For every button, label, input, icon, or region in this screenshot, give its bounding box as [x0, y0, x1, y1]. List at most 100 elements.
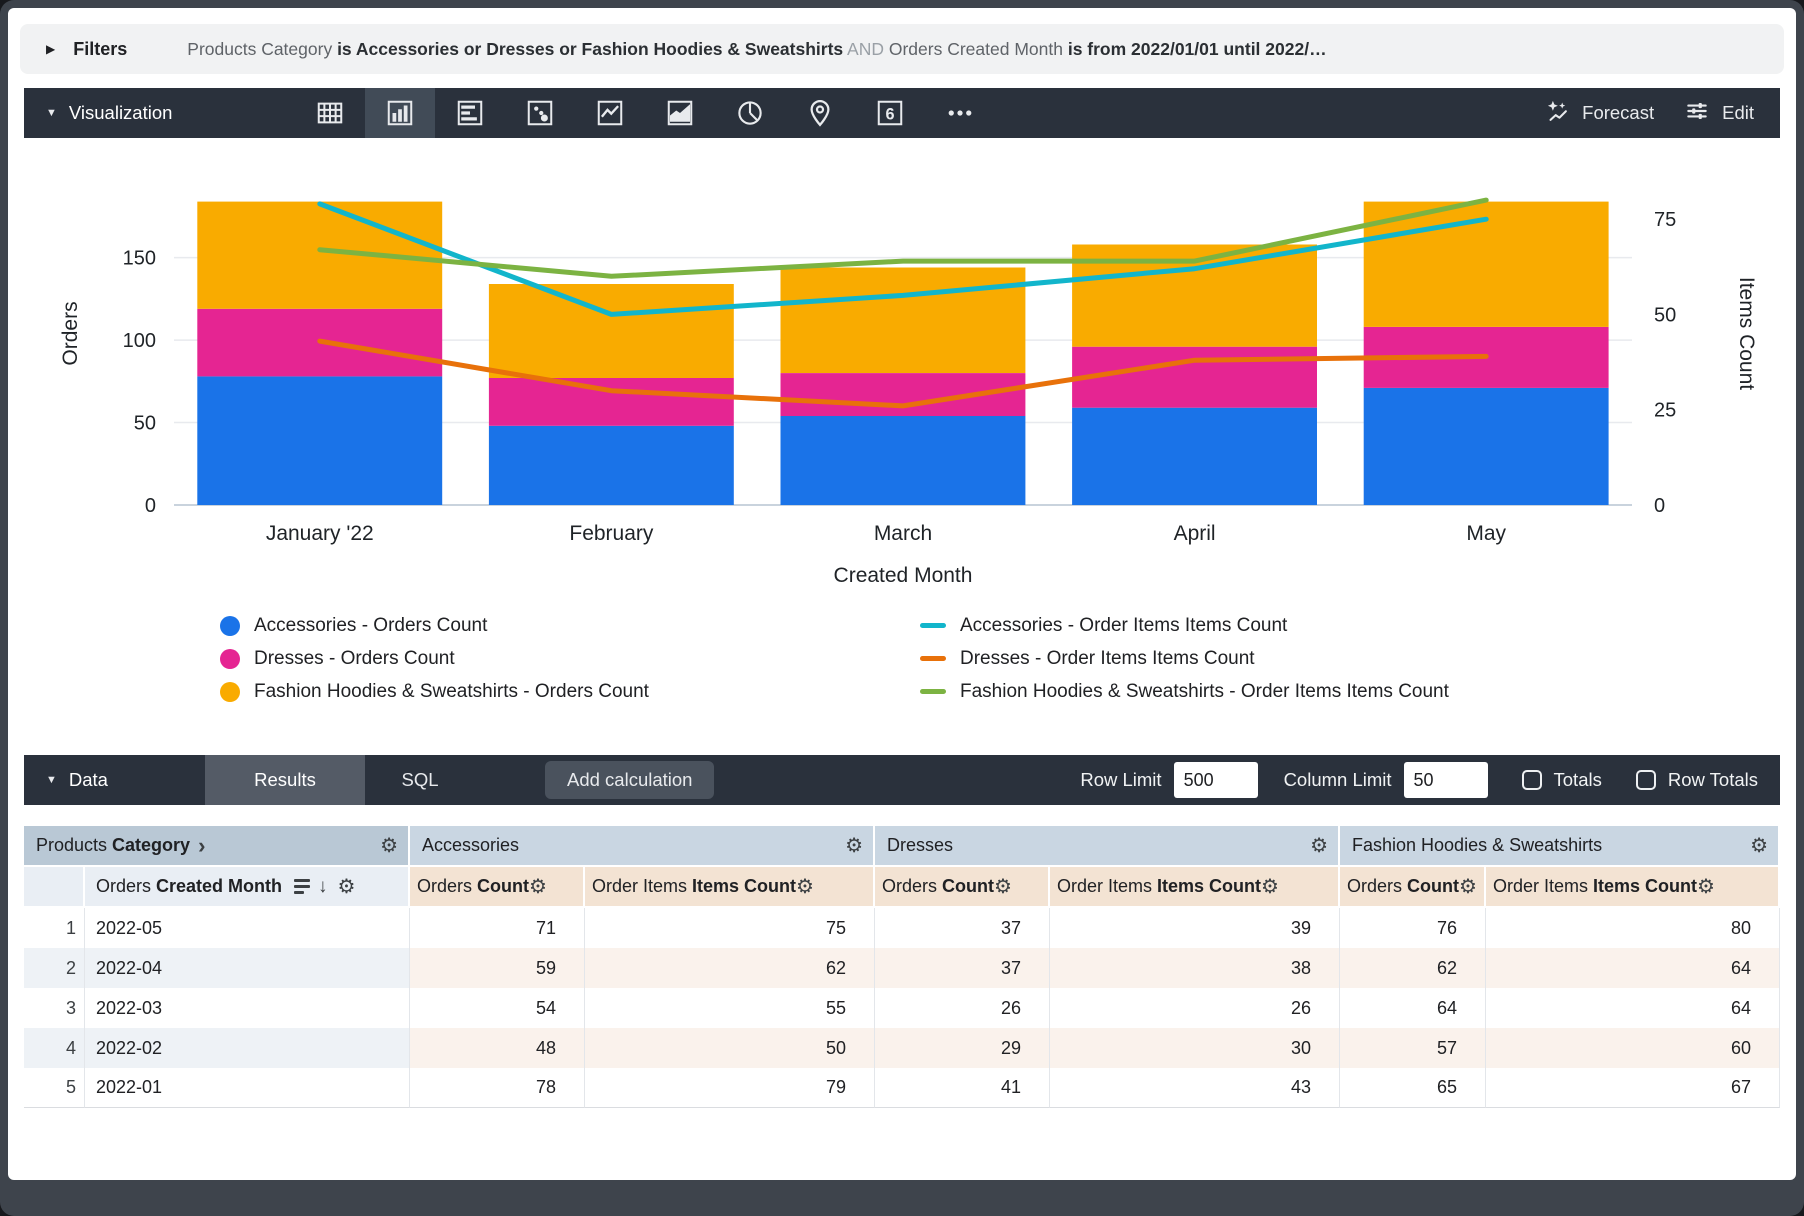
column-limit-label: Column Limit	[1283, 769, 1392, 790]
table-cell-value[interactable]: 80	[1486, 908, 1780, 948]
table-cell-value[interactable]: 37	[875, 948, 1050, 988]
table-cell-value[interactable]: 64	[1340, 988, 1486, 1028]
legend-item[interactable]: Accessories - Order Items Items Count	[920, 615, 1449, 636]
table-cell-value[interactable]: 57	[1340, 1028, 1486, 1068]
group-header-fashion-hoodies-sweatshirts[interactable]: Fashion Hoodies & Sweatshirts ⚙	[1340, 826, 1780, 867]
measure-column-header[interactable]: Order Items Items Count ⚙	[1486, 867, 1780, 908]
sort-desc-arrow-icon[interactable]: ↓	[318, 875, 328, 897]
stacked-bar-line-chart[interactable]: 0 50 100 150 0 25 50 75 January '22 February March…	[24, 138, 1780, 600]
visualization-header[interactable]: ▼ Visualization	[24, 102, 295, 124]
forecast-button[interactable]: Forecast	[1544, 98, 1654, 129]
gear-icon[interactable]: ⚙	[529, 875, 547, 898]
gear-icon[interactable]: ⚙	[380, 834, 398, 857]
measure-column-header[interactable]: Order Items Items Count ⚙	[585, 867, 875, 908]
table-cell-value[interactable]: 50	[585, 1028, 875, 1068]
viz-type-single-value-icon[interactable]: 6	[855, 88, 925, 138]
group-header-dresses[interactable]: Dresses ⚙	[875, 826, 1340, 867]
gear-icon[interactable]: ⚙	[1697, 875, 1715, 898]
viz-type-line-icon[interactable]	[575, 88, 645, 138]
gear-icon[interactable]: ⚙	[1261, 875, 1279, 898]
collapse-caret-icon[interactable]: ▼	[46, 774, 57, 786]
table-cell-value[interactable]: 65	[1340, 1068, 1486, 1108]
legend-item[interactable]: Fashion Hoodies & Sweatshirts - Order It…	[920, 681, 1449, 702]
table-cell-value[interactable]: 48	[410, 1028, 585, 1068]
row-number-cell[interactable]: 3	[24, 988, 85, 1028]
legend-item[interactable]: Fashion Hoodies & Sweatshirts - Orders C…	[220, 681, 920, 702]
viz-type-map-icon[interactable]	[785, 88, 855, 138]
table-cell-value[interactable]: 64	[1486, 988, 1780, 1028]
table-cell-month[interactable]: 2022-03	[85, 988, 410, 1028]
table-cell-value[interactable]: 30	[1050, 1028, 1340, 1068]
row-number-cell[interactable]: 2	[24, 948, 85, 988]
table-cell-value[interactable]: 60	[1486, 1028, 1780, 1068]
table-cell-month[interactable]: 2022-02	[85, 1028, 410, 1068]
table-cell-value[interactable]: 76	[1340, 908, 1486, 948]
viz-type-pie-icon[interactable]	[715, 88, 785, 138]
table-cell-value[interactable]: 55	[585, 988, 875, 1028]
data-header[interactable]: ▼ Data	[24, 769, 205, 791]
row-number-cell[interactable]: 4	[24, 1028, 85, 1068]
table-cell-value[interactable]: 41	[875, 1068, 1050, 1108]
table-cell-month[interactable]: 2022-04	[85, 948, 410, 988]
table-cell-value[interactable]: 67	[1486, 1068, 1780, 1108]
legend-item[interactable]: Dresses - Orders Count	[220, 648, 920, 669]
totals-checkbox[interactable]	[1521, 770, 1542, 790]
measure-column-header[interactable]: Order Items Items Count ⚙	[1050, 867, 1340, 908]
legend-circle-swatch-icon	[220, 681, 240, 702]
row-limit-input[interactable]	[1173, 762, 1258, 798]
gear-icon[interactable]: ⚙	[845, 834, 863, 857]
gear-icon[interactable]: ⚙	[337, 875, 356, 898]
viz-type-more-icon[interactable]	[925, 88, 995, 138]
legend-item[interactable]: Accessories - Orders Count	[220, 615, 920, 636]
table-cell-value[interactable]: 54	[410, 988, 585, 1028]
viz-type-column-icon[interactable]	[365, 88, 435, 138]
chevron-right-icon[interactable]: ›	[198, 832, 206, 858]
table-cell-month[interactable]: 2022-01	[85, 1068, 410, 1108]
filters-expand-icon[interactable]: ▶	[46, 42, 56, 56]
gear-icon[interactable]: ⚙	[796, 875, 814, 898]
column-header-products-category[interactable]: Products Category › ⚙	[24, 826, 410, 867]
table-cell-value[interactable]: 79	[585, 1068, 875, 1108]
visualization-title: Visualization	[68, 102, 173, 123]
table-cell-value[interactable]: 39	[1050, 908, 1340, 948]
edit-button[interactable]: Edit	[1684, 98, 1754, 129]
table-cell-value[interactable]: 62	[585, 948, 875, 988]
gear-icon[interactable]: ⚙	[1459, 875, 1477, 898]
column-header-orders-created-month[interactable]: Orders Created Month ↓ ⚙	[85, 867, 410, 908]
table-cell-value[interactable]: 59	[410, 948, 585, 988]
row-number-cell[interactable]: 1	[24, 908, 85, 948]
gear-icon[interactable]: ⚙	[994, 875, 1012, 898]
viz-type-table-icon[interactable]	[295, 88, 365, 138]
table-cell-value[interactable]: 37	[875, 908, 1050, 948]
table-cell-value[interactable]: 75	[585, 908, 875, 948]
collapse-caret-icon[interactable]: ▼	[46, 107, 57, 119]
table-cell-value[interactable]: 26	[1050, 988, 1340, 1028]
gear-icon[interactable]: ⚙	[1750, 834, 1768, 857]
table-cell-value[interactable]: 62	[1340, 948, 1486, 988]
row-number-cell[interactable]: 5	[24, 1068, 85, 1108]
viz-type-bar-icon[interactable]	[435, 88, 505, 138]
column-limit-input[interactable]	[1403, 762, 1488, 798]
add-calculation-button[interactable]: Add calculation	[545, 761, 715, 799]
table-cell-value[interactable]: 78	[410, 1068, 585, 1108]
viz-type-area-icon[interactable]	[645, 88, 715, 138]
tab-results[interactable]: Results	[205, 755, 365, 805]
table-cell-value[interactable]: 38	[1050, 948, 1340, 988]
row-totals-checkbox[interactable]	[1635, 770, 1656, 790]
table-cell-month[interactable]: 2022-05	[85, 908, 410, 948]
filters-bar[interactable]: ▶ Filters Products Category is Accessori…	[20, 24, 1784, 74]
measure-column-header[interactable]: Orders Count ⚙	[1340, 867, 1486, 908]
viz-type-scatter-icon[interactable]	[505, 88, 575, 138]
gear-icon[interactable]: ⚙	[1310, 834, 1328, 857]
group-header-accessories[interactable]: Accessories ⚙	[410, 826, 875, 867]
tab-sql[interactable]: SQL	[401, 769, 439, 790]
table-cell-value[interactable]: 29	[875, 1028, 1050, 1068]
measure-column-header[interactable]: Orders Count ⚙	[875, 867, 1050, 908]
sort-list-icon[interactable]	[294, 879, 311, 894]
table-cell-value[interactable]: 71	[410, 908, 585, 948]
legend-item[interactable]: Dresses - Order Items Items Count	[920, 648, 1449, 669]
table-cell-value[interactable]: 26	[875, 988, 1050, 1028]
measure-column-header[interactable]: Orders Count ⚙	[410, 867, 585, 908]
table-cell-value[interactable]: 43	[1050, 1068, 1340, 1108]
table-cell-value[interactable]: 64	[1486, 948, 1780, 988]
